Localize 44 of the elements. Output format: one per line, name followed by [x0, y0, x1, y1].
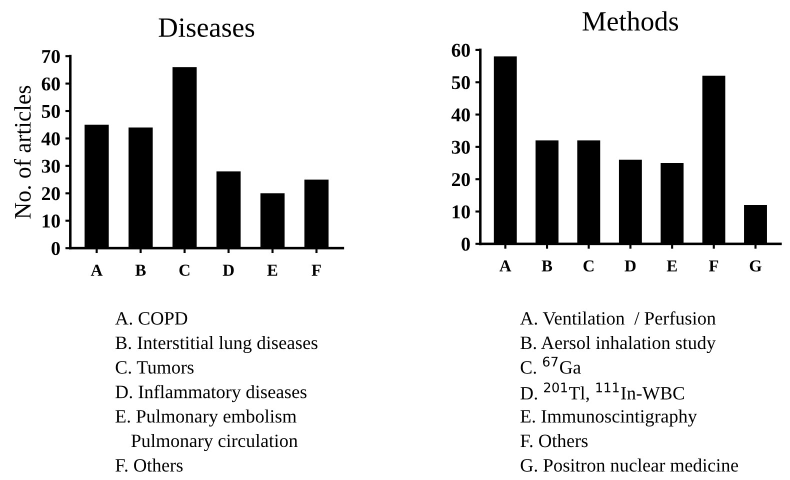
x-tick-label: B [135, 264, 146, 276]
y-tick-label: 40 [451, 108, 470, 122]
x-tick-label: D [624, 260, 636, 272]
text: D. $^{201}$Tl, $^{111}$In-WBC [520, 382, 684, 402]
y-tick-label: 20 [452, 173, 470, 186]
x-tick-label: A [90, 264, 103, 276]
y-tick-label: 0 [462, 238, 470, 251]
y-tick-label: 50 [452, 76, 470, 90]
text: G. Positron nuclear medicine [520, 458, 738, 472]
y-tick-label: 0 [52, 242, 60, 256]
x-tick-label: D [222, 264, 234, 276]
y-tick-label: 10 [452, 205, 470, 218]
text: F. Others [116, 458, 183, 472]
x-tick-label: E [666, 260, 677, 272]
y-tick-label: 40 [41, 132, 60, 146]
text: A. Ventilation / Perfusion [520, 311, 716, 325]
y-tick-label: 30 [42, 160, 60, 173]
x-tick-label: F [312, 264, 321, 276]
text: F. Others [520, 434, 588, 448]
y-tick-label: 30 [452, 140, 470, 154]
y-tick-label: 50 [42, 104, 60, 118]
x-tick-label: B [542, 260, 552, 272]
text: E. Pulmonary embolism Pulmonary circulation [116, 409, 298, 452]
x-tick-label: C [179, 264, 190, 276]
x-tick-label: A [499, 260, 512, 272]
x-tick-label: C [584, 260, 594, 272]
chart-title: Diseases [158, 18, 254, 37]
y-tick-label: 10 [42, 214, 60, 228]
text: B. Aersol inhalation study [520, 336, 716, 354]
text: C. Tumors [116, 361, 194, 374]
y-axis-title: No. of articles [14, 86, 31, 219]
y-tick-label: 60 [452, 44, 470, 57]
x-tick-label: E [267, 264, 278, 276]
text: B. Interstitial lung diseases [116, 336, 318, 354]
text: A. COPD [115, 312, 188, 325]
text: E. Immunoscintigraphy [520, 409, 697, 427]
y-tick-label: 60 [42, 77, 60, 91]
y-tick-label: 20 [42, 187, 60, 200]
y-tick-label: 70 [42, 50, 60, 64]
x-tick-label: G [750, 260, 762, 272]
text: D. Inflammatory diseases [116, 384, 306, 402]
chart-title: Methods [582, 11, 678, 31]
x-tick-label: F [709, 260, 718, 272]
text: C. $^{67}$Ga [520, 356, 581, 374]
